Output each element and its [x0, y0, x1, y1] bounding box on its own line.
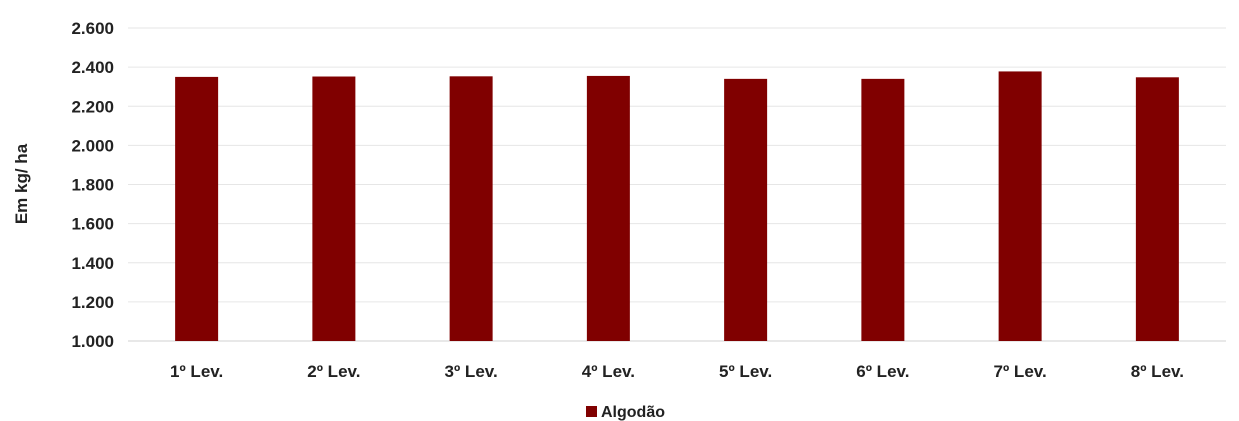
y-tick-label: 1.000 — [71, 332, 114, 351]
y-tick-label: 1.800 — [71, 176, 114, 195]
bar — [449, 76, 493, 342]
x-tick-label: 7º Lev. — [994, 362, 1047, 381]
x-tick-label: 5º Lev. — [719, 362, 772, 381]
y-axis-ticks: 1.000 1.200 1.400 1.600 1.800 2.000 2.200 2.400… — [71, 19, 114, 351]
x-tick-label: 1º Lev. — [170, 362, 223, 381]
bars — [175, 71, 1179, 342]
legend: Algodão — [586, 404, 665, 421]
bar — [312, 76, 356, 341]
y-tick-label: 1.200 — [71, 293, 114, 312]
y-tick-label: 2.000 — [71, 136, 114, 155]
bar — [175, 76, 219, 341]
y-tick-label: 2.400 — [71, 58, 114, 77]
x-axis-ticks: 1º Lev. 2º Lev. 3º Lev. 4º Lev. 5º Lev. 6º Le… — [170, 362, 1184, 381]
y-tick-label: 2.200 — [71, 97, 114, 116]
legend-label: Algodão — [601, 404, 665, 421]
bar — [861, 78, 905, 342]
legend-swatch — [586, 406, 597, 417]
gridlines — [128, 27, 1226, 342]
bar — [1135, 77, 1179, 342]
bar — [998, 71, 1042, 342]
y-tick-label: 2.600 — [71, 19, 114, 38]
y-tick-label: 1.400 — [71, 254, 114, 273]
x-tick-label: 4º Lev. — [582, 362, 635, 381]
y-tick-label: 1.600 — [71, 215, 114, 234]
x-tick-label: 6º Lev. — [856, 362, 909, 381]
bar — [724, 78, 768, 342]
y-axis-title: Em kg/ ha — [12, 143, 31, 224]
x-tick-label: 8º Lev. — [1131, 362, 1184, 381]
bar — [586, 75, 630, 341]
x-tick-label: 2º Lev. — [307, 362, 360, 381]
x-tick-label: 3º Lev. — [445, 362, 498, 381]
